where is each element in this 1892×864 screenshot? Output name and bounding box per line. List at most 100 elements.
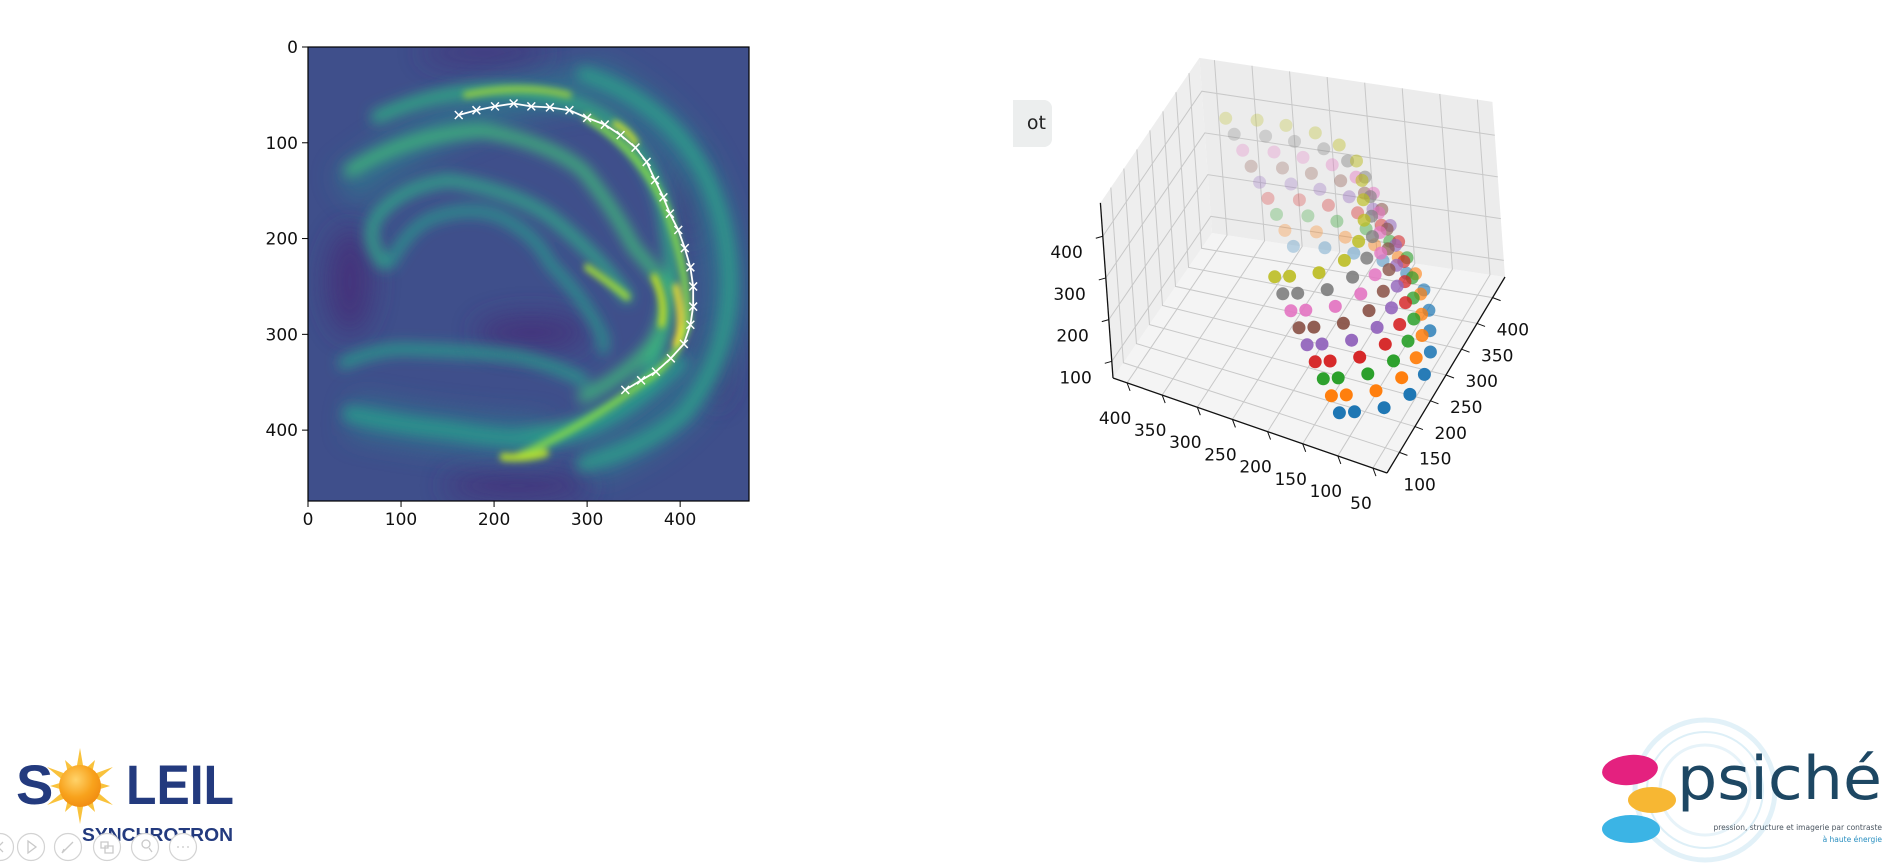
zoom-button[interactable]: [130, 832, 160, 862]
trace-marker-x: [637, 376, 645, 384]
scatter-point-series-3: [1308, 355, 1322, 369]
slides-icon: [100, 841, 114, 854]
heatmap-axes: 0 100 200 300 400 0 100 200 300 400: [266, 38, 750, 530]
x-tick-mark: [1126, 382, 1131, 392]
y-tick-label: 400: [266, 421, 298, 441]
play-button[interactable]: [16, 832, 46, 862]
scatter-point-series-8: [1357, 213, 1371, 227]
pink-blob: [1602, 754, 1658, 786]
scatter-point-series-8: [1355, 173, 1369, 187]
sun-ray: [50, 782, 61, 790]
scatter-point-series-2: [1330, 214, 1344, 228]
scatter-point-series-8: [1332, 138, 1346, 152]
gridline-x: [1161, 65, 1266, 396]
trace-marker-x: [566, 106, 574, 114]
scatter-point-series-8: [1312, 266, 1326, 280]
scatter-point-series-4: [1315, 337, 1329, 351]
trace-marker-x: [510, 99, 518, 107]
psiche-wordmark: psiché: [1677, 744, 1882, 814]
z-tick-mark: [1101, 319, 1109, 323]
x-tick-label: 50: [1350, 494, 1372, 514]
trace-marker-x: [666, 210, 674, 218]
previous-icon: [0, 841, 4, 853]
yellow-blob: [1628, 787, 1676, 813]
scatter-point-series-3: [1323, 354, 1337, 368]
scatter-point-series-1: [1415, 329, 1429, 342]
scatter-point-series-3: [1393, 318, 1407, 331]
gridline-y: [1110, 187, 1400, 453]
scatter-point-series-4: [1390, 279, 1404, 293]
pen-button[interactable]: [53, 832, 83, 862]
scatter-point-series-7: [1320, 283, 1334, 297]
blue-blob: [1602, 815, 1660, 843]
x-tick-label: 100: [1310, 482, 1342, 502]
scatter-point-series-0: [1318, 241, 1332, 255]
z-tick-label: 200: [1056, 327, 1088, 347]
trace-marker-x: [583, 114, 591, 122]
scatter-point-series-2: [1401, 334, 1415, 348]
scatter-point-series-4: [1313, 182, 1327, 196]
z-axis-line: [1099, 202, 1114, 379]
scatter-point-series-7: [1259, 129, 1273, 143]
scatter-point-series-8: [1308, 126, 1322, 140]
y-tick-label: 350: [1481, 346, 1513, 366]
scatter-point-series-5: [1336, 316, 1350, 330]
scatter3d-plot: 4003503002502001501005010015020025030035…: [1050, 57, 1529, 514]
previous-button[interactable]: [0, 832, 15, 862]
trace-marker-x: [621, 386, 629, 394]
y-tick-label: 400: [1497, 321, 1529, 341]
scatter-point-series-0: [1423, 345, 1437, 359]
strands: [338, 67, 736, 471]
trace-marker-x: [617, 131, 625, 139]
scatter-point-series-0: [1417, 367, 1431, 381]
scatter-point-series-2: [1301, 209, 1315, 223]
scatter-point-series-8: [1279, 118, 1293, 132]
gridline-x: [1196, 71, 1303, 408]
scatter-point-series-6: [1296, 150, 1310, 164]
x-axis-line: [1112, 377, 1388, 474]
gridline-x: [1126, 60, 1228, 384]
more-button[interactable]: [168, 832, 198, 862]
gridline-z: [1102, 90, 1495, 237]
y-tick-mark: [1430, 400, 1439, 405]
scatter-point-series-5: [1276, 161, 1289, 175]
gridline-y: [1175, 92, 1478, 324]
x-tick-mark: [1372, 467, 1377, 477]
z-tick-label: 400: [1050, 243, 1082, 263]
scatter-point-series-2: [1407, 312, 1421, 326]
z-tick-mark: [1104, 360, 1112, 364]
scatter-point-series-8: [1283, 269, 1297, 283]
trace-polyline: [459, 104, 693, 390]
y-tick-label: 150: [1419, 450, 1451, 470]
gridline-z: [1108, 174, 1501, 320]
gridline-y: [1149, 130, 1447, 376]
scatter-point-series-3: [1378, 337, 1392, 351]
scatter-point-series-3: [1353, 350, 1367, 364]
slides-button[interactable]: [92, 832, 122, 862]
scatter-point-series-6: [1374, 246, 1388, 260]
scatter-point-series-8: [1268, 270, 1282, 284]
scatter-point-series-7: [1360, 251, 1374, 265]
trace-marker-x: [601, 121, 609, 129]
scatter-point-series-1: [1324, 389, 1338, 403]
scatter-point-series-1: [1309, 225, 1323, 239]
x-tick-label: 400: [1099, 409, 1131, 429]
scatter-point-series-8: [1250, 113, 1264, 127]
x-tick-label: 350: [1134, 421, 1166, 441]
trace-marker-x: [667, 354, 675, 362]
x-tick-label: 100: [385, 510, 417, 530]
control-circle: [16, 832, 46, 862]
trace-marker-x: [491, 102, 499, 110]
scatter-point-series-2: [1361, 367, 1375, 381]
z-tick-mark: [1098, 277, 1106, 281]
scatter-point-series-4: [1253, 175, 1267, 189]
trace-marker-x: [455, 111, 463, 119]
sun-icon: [47, 748, 113, 824]
psiche-tagline-1: pression, structure et imagerie par cont…: [1713, 823, 1882, 832]
y-tick-mark: [1461, 348, 1470, 353]
plot-button[interactable]: ot: [1013, 100, 1052, 147]
scatter-point-series-0: [1348, 405, 1361, 419]
x-tick-mark: [1161, 394, 1166, 404]
x-tick-mark: [1196, 407, 1201, 416]
scatter-point-series-5: [1292, 321, 1306, 335]
